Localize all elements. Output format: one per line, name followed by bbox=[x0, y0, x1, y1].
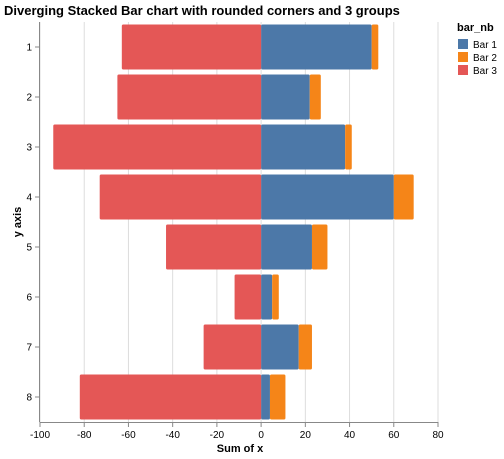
bar-bar-2 bbox=[298, 324, 312, 370]
x-tick-label: 60 bbox=[388, 430, 400, 441]
x-tick-label: 0 bbox=[258, 430, 264, 441]
legend-label: Bar 1 bbox=[473, 40, 497, 51]
x-tick-label: -20 bbox=[210, 430, 225, 441]
bar-bar-1 bbox=[261, 224, 312, 270]
y-tick-label: 7 bbox=[26, 343, 32, 354]
x-tick-label: -40 bbox=[165, 430, 180, 441]
x-tick-label: 80 bbox=[432, 430, 444, 441]
x-axis-title: Sum of x bbox=[217, 443, 264, 455]
x-tick-label: -80 bbox=[77, 430, 92, 441]
legend-label: Bar 3 bbox=[473, 66, 497, 77]
bar-bar-3 bbox=[121, 24, 262, 70]
axes: -100 -80 -60 -40 -20 0 20 40 60 80 1 2 3 4 5 6 7 8 bbox=[26, 22, 444, 441]
legend-swatch bbox=[458, 52, 468, 62]
bar-bar-1 bbox=[261, 24, 372, 70]
bar-bar-1 bbox=[261, 374, 270, 420]
bar-bar-3 bbox=[99, 174, 262, 220]
y-tick-label: 8 bbox=[26, 393, 32, 404]
legend-swatch bbox=[458, 65, 468, 75]
bar-bar-2 bbox=[345, 124, 352, 170]
legend: bar_nb Bar 1 Bar 2 Bar 3 bbox=[457, 22, 497, 77]
y-tick-label: 3 bbox=[26, 143, 32, 154]
bar-bar-1 bbox=[261, 274, 273, 320]
bar-bar-3 bbox=[117, 74, 262, 120]
y-tick-label: 6 bbox=[26, 293, 32, 304]
legend-title: bar_nb bbox=[457, 22, 494, 34]
bar-bar-2 bbox=[272, 274, 279, 320]
bars bbox=[53, 24, 414, 420]
y-tick-label: 4 bbox=[26, 193, 32, 204]
bar-bar-1 bbox=[261, 324, 299, 370]
y-axis-title: y axis bbox=[12, 207, 24, 238]
bar-bar-2 bbox=[371, 24, 379, 70]
legend-label: Bar 2 bbox=[473, 53, 497, 64]
bar-bar-1 bbox=[261, 174, 394, 220]
bar-bar-3 bbox=[53, 124, 262, 170]
bar-bar-2 bbox=[311, 224, 328, 270]
bar-bar-1 bbox=[261, 74, 310, 120]
y-tick-label: 2 bbox=[26, 93, 32, 104]
x-tick-label: -100 bbox=[30, 430, 50, 441]
bar-bar-2 bbox=[269, 374, 286, 420]
x-tick-label: 40 bbox=[344, 430, 356, 441]
bar-bar-2 bbox=[309, 74, 321, 120]
y-tick-label: 1 bbox=[26, 43, 32, 54]
bar-bar-1 bbox=[261, 124, 346, 170]
bar-bar-3 bbox=[234, 274, 262, 320]
bar-bar-3 bbox=[79, 374, 262, 420]
x-tick-label: -60 bbox=[121, 430, 136, 441]
x-tick-label: 20 bbox=[300, 430, 312, 441]
bar-bar-3 bbox=[166, 224, 262, 270]
bar-bar-3 bbox=[203, 324, 262, 370]
chart-title: Diverging Stacked Bar chart with rounded… bbox=[4, 3, 400, 18]
bar-bar-2 bbox=[393, 174, 414, 220]
y-tick-label: 5 bbox=[26, 243, 32, 254]
legend-swatch bbox=[458, 39, 468, 49]
